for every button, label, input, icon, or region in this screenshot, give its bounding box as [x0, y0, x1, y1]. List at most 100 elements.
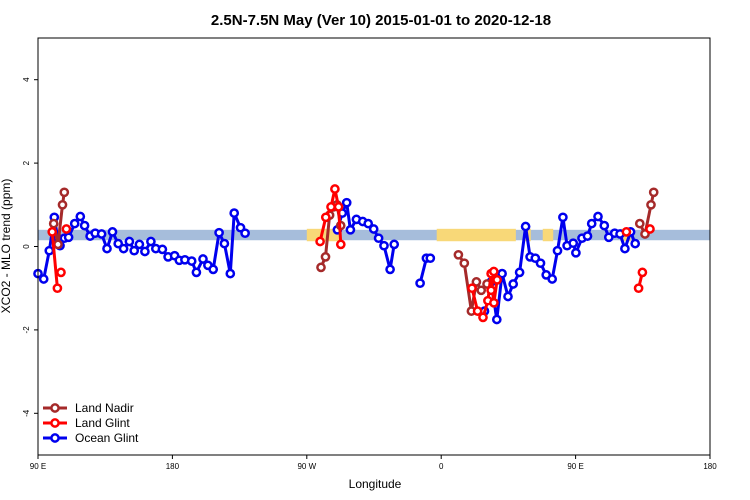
ocean-glint-point [134, 239, 145, 250]
land-glint-point [52, 283, 63, 294]
ocean-glint-point [129, 245, 140, 256]
ocean-glint-point [368, 224, 379, 234]
ocean-glint-point [582, 231, 593, 241]
ocean-glint-point [38, 274, 49, 284]
ocean-glint-point [586, 218, 597, 229]
plot-area [33, 184, 710, 325]
ocean-glint-point [208, 264, 219, 275]
y-tick-label: 0 [22, 244, 31, 249]
ocean-glint-point [593, 211, 603, 222]
ocean-glint-series [33, 197, 641, 325]
ocean-glint-point [191, 267, 202, 278]
ocean-glint-point [599, 220, 610, 231]
land-glint-point [320, 212, 331, 223]
ocean-glint-point [107, 227, 118, 237]
x-tick-label: 90 E [30, 462, 46, 471]
land-nadir-point [59, 187, 70, 198]
ocean-glint-point [373, 233, 384, 244]
legend-item-ocean-glint: Ocean Glint [43, 431, 139, 445]
land-nadir-point [57, 199, 68, 210]
land-nadir-point [476, 285, 487, 296]
land-glint-line [50, 231, 59, 289]
ocean-glint-point [491, 314, 502, 325]
land-glint-point [489, 297, 499, 308]
ocean-glint-point [44, 245, 55, 256]
ocean-glint-point [198, 254, 208, 264]
land-band-patch [306, 228, 342, 242]
land-glint-point [315, 236, 325, 247]
ocean-glint-point [535, 258, 546, 269]
ocean-glint-point [219, 238, 230, 249]
land-nadir-point [453, 249, 464, 260]
ocean-glint-point [225, 268, 236, 279]
ocean-glint-point [363, 218, 374, 229]
x-tick-label: 180 [703, 462, 717, 471]
ocean-glint-point [552, 245, 563, 256]
land-glint-point [330, 184, 340, 194]
ocean-glint-point [229, 208, 240, 218]
y-tick-label: 4 [22, 77, 31, 82]
land-glint-point [486, 285, 496, 296]
y-axis-label: XCO2 - MLO trend (ppm) [0, 179, 13, 314]
legend-label: Ocean Glint [75, 431, 139, 445]
land-band-patch [542, 228, 554, 242]
y-tick-label: 2 [22, 160, 31, 165]
ocean-glint-point [558, 212, 568, 223]
x-tick-label: 90 E [567, 462, 583, 471]
ocean-glint-point [415, 278, 425, 289]
legend-swatch-point [50, 433, 60, 443]
land-glint-point [326, 202, 336, 212]
ocean-glint-point [514, 267, 525, 278]
land-glint-point [478, 312, 488, 323]
chart-title: 2.5N-7.5N May (Ver 10) 2015-01-01 to 202… [211, 12, 551, 29]
ocean-glint-point [75, 211, 86, 222]
land-nadir-point [320, 252, 331, 262]
ocean-glint-point [620, 243, 630, 254]
legend-label: Land Glint [75, 416, 130, 430]
ocean-glint-point [63, 232, 74, 243]
ocean-glint-point [186, 256, 197, 266]
land-glint-point [621, 227, 632, 237]
ocean-glint-point [571, 247, 581, 258]
x-tick-label: 90 W [297, 462, 316, 471]
ocean-glint-point [497, 268, 507, 279]
land-nadir-point [648, 187, 659, 198]
land-glint-point [335, 239, 346, 250]
ocean-glint-point [630, 238, 641, 249]
legend-swatch-point [50, 403, 60, 413]
axes: 90 E 180 90 W 0 90 E 180 -4 -2 0 2 4 [22, 77, 717, 471]
land-glint-point [467, 283, 477, 294]
ocean-glint-point [503, 291, 513, 302]
land-glint-point [645, 224, 655, 234]
ocean-glint-point [146, 236, 156, 247]
x-axis-label: Longitude [349, 477, 402, 491]
y-tick-label: -4 [22, 409, 31, 417]
legend-item-land-glint: Land Glint [43, 416, 130, 430]
ocean-glint-point [379, 240, 389, 251]
land-band-patch [436, 228, 516, 242]
ocean-glint-point [214, 227, 224, 238]
ocean-glint-point [508, 279, 519, 289]
land-glint-series [47, 184, 655, 323]
land-nadir-point [53, 239, 63, 250]
y-tick-label: -2 [22, 326, 31, 334]
legend-swatch-point [50, 418, 60, 428]
land-nadir-point [459, 258, 470, 269]
land-glint-point [492, 275, 502, 285]
ocean-glint-point [140, 246, 150, 257]
x-tick-label: 0 [439, 462, 444, 471]
ocean-glint-point [124, 236, 135, 247]
ocean-glint-point [69, 218, 80, 229]
land-glint-point [56, 267, 66, 278]
land-glint-point [61, 224, 72, 234]
land-glint-point [47, 227, 58, 237]
land-glint-point [637, 267, 648, 278]
ocean-glint-point [520, 221, 531, 232]
x-tick-label: 180 [166, 462, 180, 471]
ocean-glint-point [425, 253, 436, 264]
legend-label: Land Nadir [75, 401, 134, 415]
land-nadir-point [316, 262, 326, 273]
ocean-glint-point [341, 197, 352, 208]
